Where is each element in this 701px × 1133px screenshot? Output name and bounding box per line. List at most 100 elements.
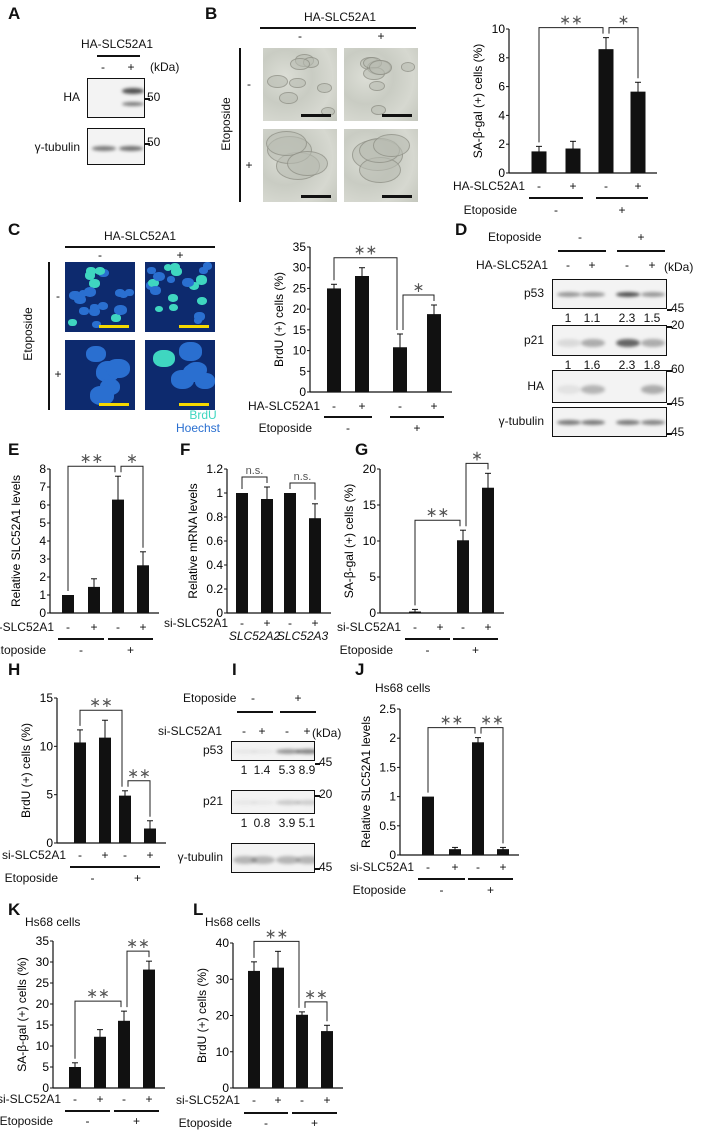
nucleus bbox=[125, 289, 135, 297]
marker-tick bbox=[667, 433, 672, 435]
blot-box-p21 bbox=[552, 325, 667, 356]
protein-band bbox=[122, 102, 144, 106]
etoposide-mark: + bbox=[310, 1116, 319, 1130]
protein-band bbox=[616, 338, 640, 347]
column-mark: + bbox=[377, 29, 385, 43]
etoposide-label: Etoposide bbox=[488, 230, 542, 244]
condition-mark: - bbox=[300, 1093, 304, 1107]
significance-bracket bbox=[333, 257, 398, 330]
nucleus bbox=[196, 275, 208, 285]
group-line bbox=[453, 638, 498, 640]
group-line bbox=[237, 711, 273, 713]
etoposide-label: Etoposide bbox=[352, 883, 406, 897]
quantification: 1.1 bbox=[583, 311, 601, 325]
bar bbox=[449, 849, 461, 855]
y-tick-label: 0 bbox=[216, 606, 223, 620]
header-underline bbox=[260, 27, 416, 29]
quantification: 8.9 bbox=[298, 763, 316, 777]
y-tick-label: 1 bbox=[216, 486, 223, 500]
blot-row-label: p53 bbox=[523, 286, 544, 300]
condition-mark: - bbox=[461, 620, 465, 634]
condition-mark: - bbox=[398, 399, 402, 413]
y-tick-label: 0 bbox=[369, 606, 376, 620]
bar bbox=[118, 1020, 130, 1088]
protein-band bbox=[251, 749, 275, 754]
kda-marker: 45 bbox=[671, 395, 685, 409]
kda-marker: 60 bbox=[671, 362, 685, 376]
bar bbox=[69, 1067, 81, 1088]
y-tick-label: 0 bbox=[222, 1081, 229, 1095]
row-mark: - bbox=[247, 76, 251, 91]
scale-bar bbox=[301, 195, 331, 198]
group-line bbox=[108, 638, 153, 640]
cell bbox=[290, 57, 311, 71]
condition-mark: + bbox=[139, 620, 147, 634]
significance-label: ∗∗ bbox=[480, 712, 503, 728]
y-tick-label: 1.2 bbox=[206, 462, 223, 476]
nucleus bbox=[95, 266, 106, 275]
nucleus bbox=[171, 267, 182, 277]
row-mark: - bbox=[56, 289, 60, 303]
significance-label: ∗∗ bbox=[126, 935, 149, 951]
condition-mark: + bbox=[358, 399, 366, 413]
condition-mark: + bbox=[634, 179, 642, 193]
marker-tick bbox=[145, 98, 150, 100]
etoposide-mark: - bbox=[439, 883, 444, 897]
quantification: 1.6 bbox=[583, 358, 601, 372]
scale-bar bbox=[382, 114, 412, 117]
significance-bracket bbox=[402, 294, 435, 330]
group-line bbox=[405, 638, 450, 640]
significance-label: ∗∗ bbox=[265, 925, 288, 941]
y-tick-label: 15 bbox=[36, 1018, 50, 1032]
y-axis-label: Relative mRNA levels bbox=[186, 483, 200, 598]
significance-bracket bbox=[538, 27, 604, 143]
etoposide-mark: + bbox=[126, 643, 135, 657]
significance-bracket bbox=[74, 1000, 122, 1059]
y-tick-label: 10 bbox=[293, 344, 307, 358]
fluorescence-image bbox=[145, 262, 215, 332]
protein-band bbox=[233, 856, 257, 864]
protein-band bbox=[296, 856, 314, 864]
bar bbox=[497, 849, 509, 855]
panel-label-i: I bbox=[232, 660, 237, 679]
bar bbox=[434, 613, 446, 614]
quantification: 1.4 bbox=[253, 763, 271, 777]
nucleus bbox=[97, 302, 109, 311]
bar bbox=[144, 828, 156, 843]
protein-band bbox=[581, 338, 605, 347]
protein-band bbox=[296, 800, 314, 805]
gene-label: SLC52A2 bbox=[228, 629, 281, 643]
condition-mark: - bbox=[240, 616, 244, 630]
row-mark: + bbox=[54, 367, 62, 381]
nucleus bbox=[92, 320, 101, 328]
group-line bbox=[558, 250, 606, 252]
nucleus bbox=[83, 287, 97, 298]
group-line bbox=[244, 1112, 288, 1114]
significance-label: ∗∗ bbox=[86, 985, 109, 1001]
group-line bbox=[617, 250, 665, 252]
quantification: 3.9 bbox=[278, 816, 296, 830]
nucleus bbox=[85, 345, 107, 363]
blot-row-label: HA bbox=[63, 90, 80, 104]
quantification: 0.8 bbox=[253, 816, 271, 830]
significance-bracket bbox=[427, 727, 476, 793]
gene-label: SLC52A3 bbox=[276, 629, 329, 643]
y-tick-label: 35 bbox=[293, 240, 307, 254]
significance-label: ∗ bbox=[618, 12, 630, 28]
bar bbox=[94, 1036, 106, 1088]
protein-band bbox=[122, 88, 144, 94]
legend-hoechst: Hoechst bbox=[175, 421, 221, 435]
nucleus bbox=[154, 305, 163, 313]
header-underline bbox=[97, 55, 140, 57]
protein-band bbox=[557, 420, 581, 425]
blot-box-p21 bbox=[231, 790, 315, 814]
side-label-etoposide: Etoposide bbox=[219, 97, 233, 151]
condition-label: si-SLC52A1 bbox=[163, 616, 228, 630]
chart-subtitle: Hs68 cells bbox=[205, 915, 261, 929]
significance-label: ∗∗ bbox=[80, 450, 103, 466]
y-tick-label: 5 bbox=[42, 1060, 49, 1074]
significance-label: ∗∗ bbox=[89, 694, 112, 710]
quantification: 2.3 bbox=[618, 358, 636, 372]
bar bbox=[409, 611, 421, 613]
bar bbox=[472, 742, 484, 855]
